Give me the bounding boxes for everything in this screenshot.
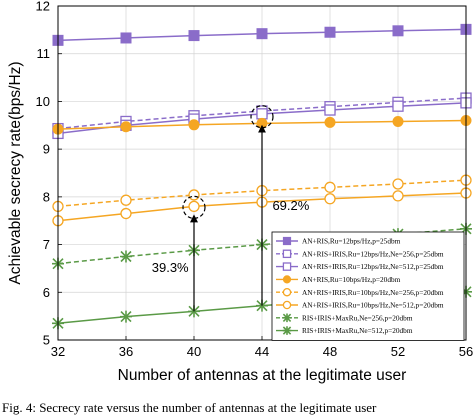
circle-open-marker bbox=[282, 300, 292, 310]
legend-item: AN+RIS+IRIS,Ru=12bps/Hz,Ne=512,p=25dbm bbox=[276, 262, 444, 271]
square-open-marker bbox=[256, 108, 268, 120]
square-open-marker bbox=[282, 262, 292, 271]
circle-open-marker bbox=[120, 194, 132, 206]
y-tick-label: 10 bbox=[36, 94, 50, 109]
x-tick-label: 40 bbox=[187, 344, 201, 359]
circle-marker bbox=[324, 116, 336, 128]
y-tick-label: 6 bbox=[43, 285, 50, 300]
legend-item: AN+RIS,Ru=12bps/Hz,p=25dbm bbox=[276, 237, 401, 246]
legend-box bbox=[271, 231, 465, 341]
square-marker bbox=[188, 30, 200, 42]
star-marker bbox=[282, 326, 292, 335]
square-marker bbox=[282, 236, 292, 246]
star-marker bbox=[120, 310, 132, 323]
highlight-circle bbox=[182, 195, 206, 219]
star-marker bbox=[120, 250, 132, 263]
highlight-circle bbox=[250, 105, 274, 129]
star-marker bbox=[282, 313, 292, 323]
y-axis-label: Achievable secrecy rate(bps/Hz) bbox=[7, 61, 24, 284]
square-open-marker bbox=[392, 100, 404, 112]
square-marker bbox=[324, 26, 336, 38]
circle-open-marker bbox=[282, 287, 292, 297]
circle-open-marker bbox=[120, 207, 132, 220]
legend-label: AN+RIS+IRIS,Ru=10bps/Hz,Ne=512,p=20dbm bbox=[302, 301, 444, 310]
circle-open-marker bbox=[392, 190, 404, 202]
x-tick-label: 36 bbox=[119, 344, 133, 359]
x-tick-label: 32 bbox=[51, 344, 65, 359]
circle-marker bbox=[188, 119, 200, 131]
circle-marker bbox=[282, 275, 292, 284]
gain-label-39: 39.3% bbox=[152, 260, 189, 275]
legend-item: RIS+IRIS+MaxRu,Ne=512,p=20dbm bbox=[276, 326, 413, 335]
y-tick-label: 8 bbox=[43, 189, 50, 204]
circle-open-marker bbox=[392, 178, 404, 190]
gain-label-69: 69.2% bbox=[272, 198, 309, 213]
legend-label: AN+RIS,Ru=10bps/Hz,p=20dbm bbox=[302, 275, 401, 284]
circle-open-marker bbox=[324, 181, 336, 193]
legend-item: AN+RIS+IRIS,Ru=10bps/Hz,Ne=256,p=20dbm bbox=[276, 288, 444, 297]
square-marker bbox=[256, 28, 268, 40]
circle-marker bbox=[392, 115, 404, 127]
y-tick-label: 11 bbox=[37, 46, 51, 61]
x-tick-label: 52 bbox=[391, 344, 405, 359]
square-open-marker bbox=[282, 249, 292, 259]
circle-open-marker bbox=[188, 189, 200, 201]
legend: AN+RIS,Ru=12bps/Hz,p=25dbm AN+RIS+IRIS,Ru… bbox=[271, 231, 465, 341]
legend-label: RIS+IRIS+MaxRu,Ne=512,p=20dbm bbox=[302, 326, 413, 335]
legend-label: AN+RIS,Ru=12bps/Hz,p=25dbm bbox=[302, 237, 401, 246]
y-tick-label: 7 bbox=[43, 237, 50, 252]
circle-marker bbox=[120, 121, 132, 133]
legend-label: AN+RIS+IRIS,Ru=12bps/Hz,Ne=256,p=25dbm bbox=[302, 249, 444, 258]
legend-item: AN+RIS,Ru=10bps/Hz,p=20dbm bbox=[276, 275, 401, 284]
figure-caption: Fig. 4: Secrecy rate versus the number o… bbox=[2, 400, 377, 415]
y-tick-label: 12 bbox=[36, 0, 50, 14]
x-tick-label: 48 bbox=[323, 344, 337, 359]
x-axis-label: Number of antennas at the legitimate use… bbox=[118, 367, 407, 384]
annotation-layer: 39.3% 69.2% bbox=[152, 105, 310, 312]
square-open-marker bbox=[324, 104, 336, 116]
legend-label: AN+RIS+IRIS,Ru=10bps/Hz,Ne=256,p=20dbm bbox=[302, 288, 444, 297]
square-marker bbox=[120, 32, 132, 44]
legend-item: AN+RIS+IRIS,Ru=12bps/Hz,Ne=256,p=25dbm bbox=[276, 249, 444, 258]
circle-open-marker bbox=[188, 200, 200, 213]
legend-item: RIS+IRIS+MaxRu,Ne=256,p=20dbm bbox=[276, 313, 413, 322]
legend-label: RIS+IRIS+MaxRu,Ne=256,p=20dbm bbox=[302, 313, 413, 322]
circle-open-marker bbox=[324, 193, 336, 205]
x-tick-label: 56 bbox=[459, 344, 473, 359]
star-marker bbox=[256, 299, 268, 312]
square-marker bbox=[392, 25, 404, 37]
legend-label: AN+RIS+IRIS,Ru=12bps/Hz,Ne=512,p=25dbm bbox=[302, 262, 444, 271]
y-tick-label: 9 bbox=[43, 142, 50, 157]
x-tick-label: 44 bbox=[255, 344, 269, 359]
legend-item: AN+RIS+IRIS,Ru=10bps/Hz,Ne=512,p=20dbm bbox=[276, 301, 444, 310]
y-tick-label: 5 bbox=[43, 333, 50, 348]
